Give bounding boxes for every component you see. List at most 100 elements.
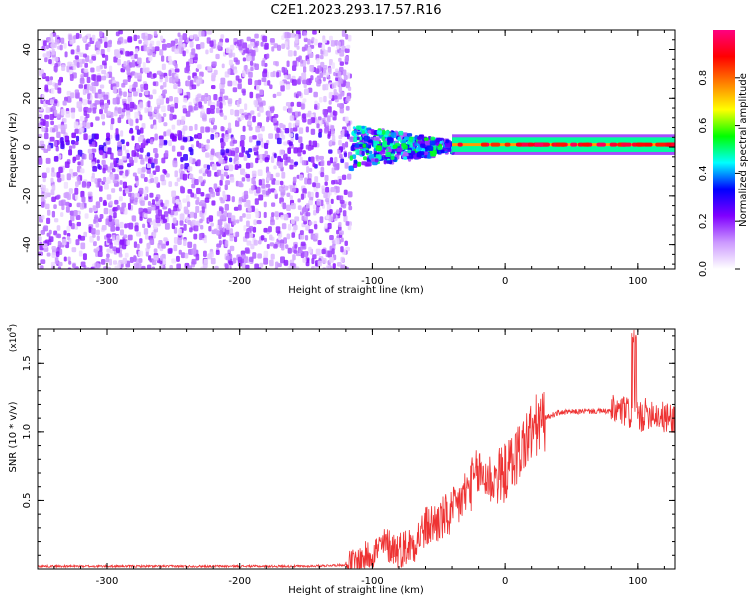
spectrogram-cell [41,94,45,101]
spectrogram-cell [340,264,346,269]
spectrogram-cell [210,109,215,114]
spectrogram-cell [174,48,180,55]
spectrogram-cell [256,140,261,146]
spectrogram-cell [345,105,350,111]
spectrogram-cell [72,157,76,164]
spectrogram-cell [98,245,103,252]
spectrogram-cell [311,37,315,42]
spectrogram-cell [347,34,352,42]
spectrogram-cell [277,155,282,163]
spectrogram-cell [104,41,108,48]
spectrogram-cell [320,166,325,174]
spectrogram-cell [193,233,198,240]
spectrogram-cell [153,248,158,254]
spectrogram-cell [172,60,176,66]
spectrogram-cell [317,240,322,246]
spectrogram-cell [99,99,104,106]
spectrogram-cell [187,166,193,172]
spectrogram-cell [61,140,65,147]
spectrogram-cell [147,100,151,108]
spectrogram-cell [105,257,110,263]
spectrogram-cell [174,102,178,109]
spectrogram-cell [315,68,320,74]
spectrogram-cell [109,162,114,169]
spectrogram-cell [44,84,49,91]
spectrogram-cell [205,144,210,150]
spectrogram-cell [257,253,262,259]
spectrogram-cell [276,137,282,145]
spectrogram-cell [320,172,325,178]
spectrogram-cell [211,117,215,123]
spectrogram-cell [187,189,193,194]
spectrogram-cell [269,242,275,247]
spectrogram-cell [119,267,123,269]
spectrogram-cell [185,49,189,54]
spectrogram-cell [307,118,312,125]
spectrogram-cell [307,178,312,185]
spectrogram-cell [220,125,225,132]
spectrogram-cell [56,171,61,178]
spectrogram-cell [228,59,234,66]
spectrogram-cell [316,58,320,65]
spectrogram-cell [272,70,276,78]
spectrogram-cell [117,149,123,156]
spectrogram-cell [255,157,259,164]
spectrogram-cell [397,136,402,142]
spectrogram-cell [171,124,176,130]
spectrogram-cell [134,48,139,53]
spectrogram-cell [81,196,86,203]
spectrogram-cell [254,80,259,86]
spectrogram-cell [271,46,275,52]
spectrogram-cell [339,199,345,204]
spectrogram-cell [343,74,348,80]
spectrogram-cell [43,192,48,199]
spectrogram-cell [311,258,315,265]
spectrogram-cell [106,248,111,253]
spectrogram-cell [187,75,191,81]
spectrogram-cell [242,57,247,62]
spectrogram-cell [142,67,147,73]
spectrogram-cell [284,160,288,166]
spectrogram-cell [118,165,124,170]
spectrogram-cell [317,116,322,121]
spectrogram-cell [307,191,311,198]
spectrogram-cell [95,49,100,55]
spectrogram-cell [245,173,250,179]
spectrogram-cell [306,166,310,173]
spectrogram-cell [48,236,54,242]
spectrogram-cell [331,180,335,185]
spectrogram-cell [151,162,155,169]
spectrogram-cell [302,118,307,123]
spectrogram-cell [135,180,139,187]
spectrogram-cell [274,180,280,186]
spectrogram-cell [124,187,129,194]
spectrogram-cell [298,55,302,60]
snr-x-axis-label: Height of straight line (km) [288,585,424,596]
spectrogram-cell [355,125,361,130]
spectrogram-cell [132,215,137,222]
spectrogram-cell [88,226,92,233]
spectrogram-cell [173,84,178,90]
spectrogram-cell [323,192,328,199]
spectrogram-cell [40,197,45,202]
spectrogram-cell [220,137,224,144]
spectrogram-cell [154,153,159,159]
spectrogram-cell [147,217,152,223]
spectrogram-cell [312,162,316,168]
spectrogram-cell [68,220,72,227]
spectrogram-cell [161,55,165,62]
spectrogram-cell [248,225,254,232]
spectrogram-cell [390,132,397,139]
spectrogram-cell [253,219,257,226]
spectrogram-cell [305,212,311,217]
spectrogram-cell [244,202,248,208]
spectrogram-cell [274,189,278,195]
spectrogram-cell [123,234,128,239]
spectrogram-cell [218,224,223,230]
spectrogram-cell [102,167,106,174]
spectrogram-cell [162,81,167,88]
spectrogram-cell [198,169,203,174]
spectrogram-cell [334,237,340,245]
spectrogram-cell [115,134,120,141]
spectrogram-cell [345,116,349,124]
